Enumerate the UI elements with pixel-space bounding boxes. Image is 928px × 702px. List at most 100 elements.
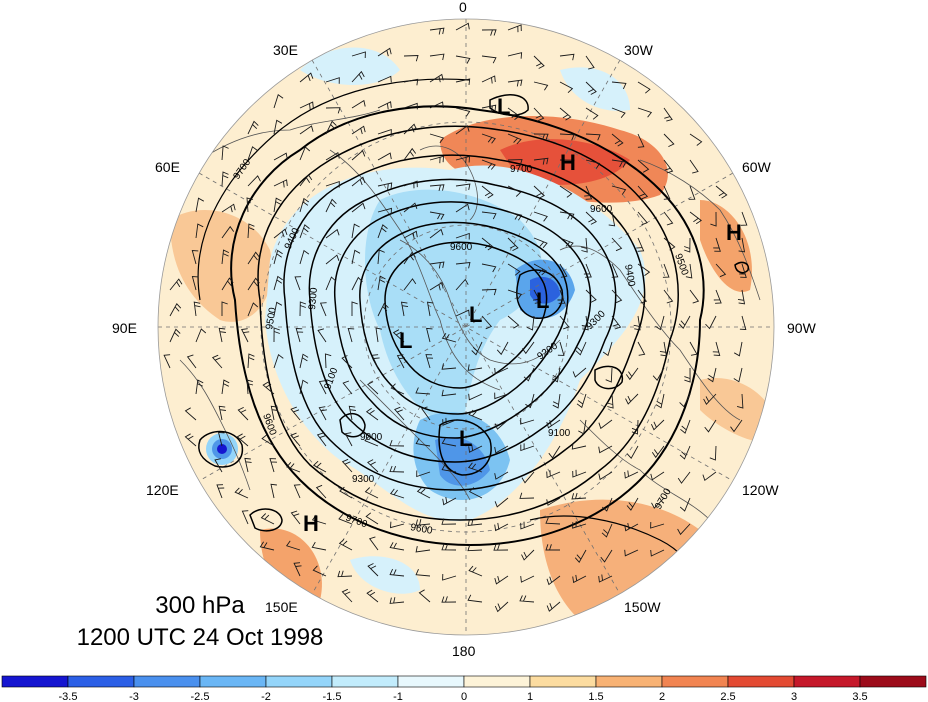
colorbar-label: -2.5 — [191, 691, 210, 702]
colorbar-label: -3 — [129, 691, 139, 702]
wind-barb — [684, 237, 691, 253]
wind-barb — [572, 521, 587, 529]
wind-barb — [572, 367, 587, 378]
wind-barb — [311, 541, 327, 551]
wind-barb — [365, 407, 379, 421]
wind-barb — [273, 301, 283, 317]
wind-barb — [351, 99, 366, 109]
wind-barb — [169, 278, 183, 291]
wind-barb — [377, 207, 392, 215]
low-center: L — [497, 94, 510, 119]
wind-barb — [390, 383, 405, 395]
wind-barb — [611, 159, 627, 168]
wind-barb — [341, 458, 353, 473]
wind-barb — [507, 133, 522, 145]
wind-barb — [663, 133, 675, 148]
wind-barb — [403, 55, 419, 62]
wind-barb — [712, 341, 721, 356]
wind-barb — [468, 393, 483, 401]
pressure-centers: L L L L L H H H — [303, 94, 742, 536]
polar-map: 9700 9700 9700 9700 9600 9600 9600 9600 … — [112, 0, 817, 659]
wind-barb — [585, 55, 595, 70]
wind-barb — [559, 315, 570, 330]
wind-barb — [650, 419, 665, 431]
wind-barb — [533, 289, 542, 304]
wind-barb — [273, 327, 280, 343]
lon-label-30w: 30W — [624, 42, 654, 58]
wind-barb — [468, 409, 483, 421]
wind-barb — [533, 185, 545, 199]
wind-barb — [312, 565, 327, 577]
wind-barb — [286, 462, 301, 473]
wind-barb — [290, 510, 301, 525]
lon-label-90w: 90W — [787, 320, 817, 336]
wind-barb — [299, 174, 313, 187]
wind-barb — [429, 211, 445, 220]
wind-barbs — [163, 22, 748, 613]
colorbar-box — [463, 675, 531, 688]
anomaly-negative-area — [350, 556, 420, 594]
wind-barb — [325, 228, 340, 239]
wind-barb — [396, 354, 406, 369]
wind-barb — [598, 445, 613, 454]
wind-barb — [467, 594, 483, 603]
wind-barb — [338, 514, 353, 525]
colorbar-boxes — [1, 675, 927, 688]
wind-barb — [551, 367, 561, 383]
wind-barb — [713, 237, 721, 252]
wind-barb — [585, 211, 597, 225]
wind-barb — [526, 315, 535, 331]
wind-barb — [394, 406, 405, 421]
wind-barb — [494, 601, 509, 613]
wind-barb — [545, 544, 560, 551]
wind-barb — [364, 435, 379, 447]
colorbar-label: 3.5 — [852, 691, 867, 702]
wind-barb — [651, 445, 665, 459]
wind-barb — [637, 289, 648, 304]
wind-barb — [184, 433, 197, 447]
colorbar-box — [529, 675, 597, 688]
wind-barb — [441, 543, 457, 551]
wind-barb — [400, 301, 409, 317]
wind-barb — [325, 254, 340, 265]
wind-barb — [494, 471, 509, 480]
wind-barb — [325, 180, 340, 188]
wind-barb — [403, 202, 418, 213]
wind-barb — [262, 381, 275, 395]
low-center: L — [469, 302, 482, 327]
wind-barb — [416, 470, 431, 478]
wind-barb — [576, 393, 587, 409]
wind-barb — [663, 159, 674, 174]
wind-barb — [685, 263, 693, 279]
wind-barb — [481, 29, 497, 36]
anomaly-positive-area — [170, 210, 272, 322]
wind-barb — [637, 185, 649, 200]
wind-barb — [520, 575, 535, 583]
wind-barb — [366, 589, 379, 603]
wind-barb — [521, 341, 535, 355]
wind-barb — [195, 223, 204, 239]
wind-barb — [494, 522, 509, 532]
wind-barb — [221, 225, 235, 239]
wind-barb — [221, 145, 229, 161]
wind-barb — [581, 315, 589, 331]
wind-barb — [507, 24, 522, 33]
wind-barb — [525, 393, 535, 409]
wind-barb — [311, 514, 327, 525]
wind-barb — [441, 332, 457, 343]
wind-barb — [186, 354, 197, 369]
wind-barb — [467, 364, 483, 371]
wind-barb — [602, 497, 613, 512]
wind-barb — [455, 78, 471, 85]
wind-barb — [559, 211, 575, 220]
wind-barb — [429, 73, 444, 83]
wind-barb — [351, 249, 361, 265]
wind-barb — [377, 75, 392, 83]
wind-barb — [548, 445, 561, 459]
colorbar-label: -1 — [393, 691, 403, 702]
colorbar-label: 2 — [659, 691, 665, 702]
wind-barb — [598, 574, 613, 583]
wind-barb — [507, 211, 523, 221]
wind-barb — [583, 263, 592, 278]
colorbar-box — [133, 675, 201, 688]
